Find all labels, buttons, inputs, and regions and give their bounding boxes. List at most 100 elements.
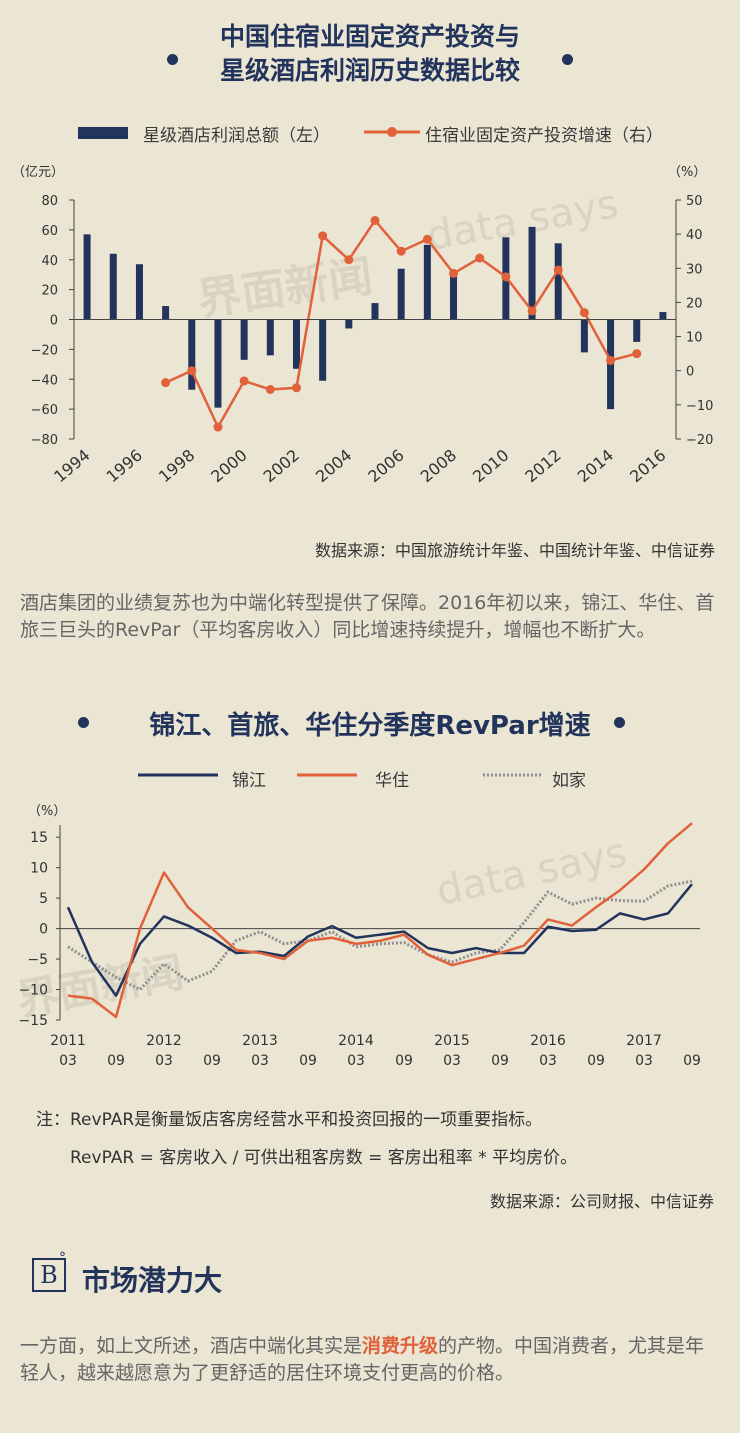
chart1-growth-point <box>501 272 511 282</box>
chart1-bar <box>214 319 222 408</box>
chart2-y-tick-label: 15 <box>30 830 48 846</box>
chart2-watermark-2: data says <box>433 830 631 915</box>
chart1-title-line1: 中国住宿业固定资产投资与 <box>219 22 520 51</box>
chart2-line-huazhu <box>67 822 693 1019</box>
chart1-growth-point <box>449 268 459 278</box>
chart1-x-tick-label: 2016 <box>626 446 669 487</box>
chart1-left-tick-label: 60 <box>41 224 58 239</box>
legend-rujia-swatch <box>483 773 543 777</box>
title-bullet-left <box>167 54 178 65</box>
chart1-growth-point <box>370 215 380 225</box>
chart1-bar <box>162 306 170 320</box>
chart1-bar <box>109 253 117 320</box>
chart2-y-tick-label: 5 <box>39 891 48 907</box>
paragraph-2-before: 一方面，如上文所述，酒店中端化其实是 <box>20 1335 363 1357</box>
chart1-right-tick-label: 10 <box>686 331 703 346</box>
chart1-bar <box>659 312 667 320</box>
chart1-growth-point <box>265 384 275 394</box>
chart1-left-tick-label: −20 <box>31 343 58 358</box>
chart2-x-quarter-label: 09 <box>203 1053 221 1069</box>
chart1-bar <box>240 319 248 360</box>
chart1-title: 中国住宿业固定资产投资与 星级酒店利润历史数据比较 <box>0 20 740 88</box>
chart1-x-tick-label: 2010 <box>469 446 512 487</box>
legend-bar-label: 星级酒店利润总额（左） <box>143 126 330 146</box>
chart1-bar <box>397 268 405 320</box>
chart1-bar <box>188 319 196 390</box>
chart2-note-2: RevPAR = 客房收入 / 可供出租客房数 = 客房出租率 * 平均房价。 <box>70 1148 578 1168</box>
chart1-bar <box>292 319 300 369</box>
chart1-left-tick-label: −60 <box>31 403 58 418</box>
chart1-right-tick-label: −20 <box>686 433 713 448</box>
chart1-bar <box>371 303 379 320</box>
chart1-x-tick-label: 1996 <box>103 446 146 487</box>
paragraph-2-highlight: 消费升级 <box>362 1335 439 1357</box>
chart1-x-tick-label: 2000 <box>207 446 250 487</box>
chart2-x-quarter-label: 09 <box>491 1053 509 1069</box>
chart2-unit: （%） <box>28 804 67 819</box>
chart2-x-year-label: 2015 <box>434 1033 470 1049</box>
left-axis-unit: （亿元） <box>12 165 65 180</box>
chart2-x-quarter-label: 09 <box>683 1053 701 1069</box>
chart1-growth-point <box>553 265 563 275</box>
chart2-y-tick-label: 0 <box>39 922 48 938</box>
chart2-x-quarter-label: 09 <box>587 1053 605 1069</box>
chart1-growth-point <box>475 253 485 263</box>
chart1-right-tick-label: 40 <box>686 228 703 243</box>
chart1-growth-point <box>187 366 197 376</box>
legend-line-swatch <box>364 127 420 137</box>
legend-jinjiang-swatch <box>138 773 218 777</box>
chart2-x-quarter-label: 03 <box>443 1053 461 1069</box>
legend-huazhu-swatch <box>297 773 357 777</box>
chart1-bar <box>83 234 91 320</box>
chart2-x-year-label: 2014 <box>338 1033 374 1049</box>
chart1-bar <box>135 264 143 320</box>
chart1-growth-point <box>239 376 249 386</box>
chart1-bar <box>450 273 458 320</box>
chart1-bar <box>423 244 431 320</box>
chart1-bar <box>633 319 641 342</box>
chart1-watermark-2: data says <box>424 181 622 260</box>
chart1-growth-point <box>291 383 301 393</box>
chart1-left-tick-label: −80 <box>31 433 58 448</box>
legend-line-label: 住宿业固定资产投资增速（右） <box>425 126 663 146</box>
chart1-left-tick-label: 80 <box>41 194 58 209</box>
chart1-right-tick-label: 0 <box>686 365 694 380</box>
chart2-y-tick-label: 10 <box>30 861 48 877</box>
chart1-right-tick-label: 20 <box>686 296 703 311</box>
title2-bullet-right <box>614 717 625 728</box>
chart1-bar <box>528 226 536 320</box>
chart1-left-tick-label: 0 <box>50 314 58 329</box>
chart2-y-tick-label: −15 <box>18 1013 48 1029</box>
chart1-growth-point <box>579 308 589 318</box>
chart2-x-year-label: 2016 <box>530 1033 566 1049</box>
chart1-right-tick-label: −10 <box>686 399 713 414</box>
chart1-x-tick-label: 2006 <box>364 446 407 487</box>
chart2-line-rujia <box>67 879 693 992</box>
chart1-right-tick-label: 30 <box>686 262 703 277</box>
chart1-growth-point <box>527 306 537 316</box>
chart2-note-1: 注：RevPAR是衡量饭店客房经营水平和投资回报的一项重要指标。 <box>36 1110 543 1130</box>
chart1-x-tick-label: 2008 <box>417 446 460 487</box>
chart2-x-quarter-label: 09 <box>299 1053 317 1069</box>
chart2-x-year-label: 2012 <box>146 1033 182 1049</box>
chart2-y-tick-label: −5 <box>27 952 48 968</box>
chart2-title: 锦江、首旅、华住分季度RevPar增速 <box>149 711 591 741</box>
section-logo-icon: B <box>32 1258 66 1292</box>
chart2-x-quarter-label: 03 <box>347 1053 365 1069</box>
chart1-bar <box>345 319 353 329</box>
chart1-growth-point <box>606 355 616 365</box>
chart1-x-tick-label: 2014 <box>574 446 617 487</box>
chart1-growth-point <box>213 422 223 432</box>
chart1-growth-point <box>344 255 354 265</box>
chart1-plot: 界面新闻 data says 806040200−20−40−60−805040… <box>31 181 714 487</box>
chart1-right-tick-label: 50 <box>686 194 703 209</box>
chart2-line-jinjiang <box>66 883 693 997</box>
title2-bullet-left <box>78 717 89 728</box>
chart1-x-tick-label: 2012 <box>521 446 564 487</box>
paragraph-2: 一方面，如上文所述，酒店中端化其实是消费升级的产物。中国消费者，尤其是年轻人，越… <box>20 1333 720 1387</box>
chart1-bar <box>554 243 562 320</box>
chart2-x-year-label: 2011 <box>50 1033 86 1049</box>
chart1-source: 数据来源：中国旅游统计年鉴、中国统计年鉴、中信证券 <box>314 541 715 560</box>
chart2-x-quarter-label: 09 <box>395 1053 413 1069</box>
